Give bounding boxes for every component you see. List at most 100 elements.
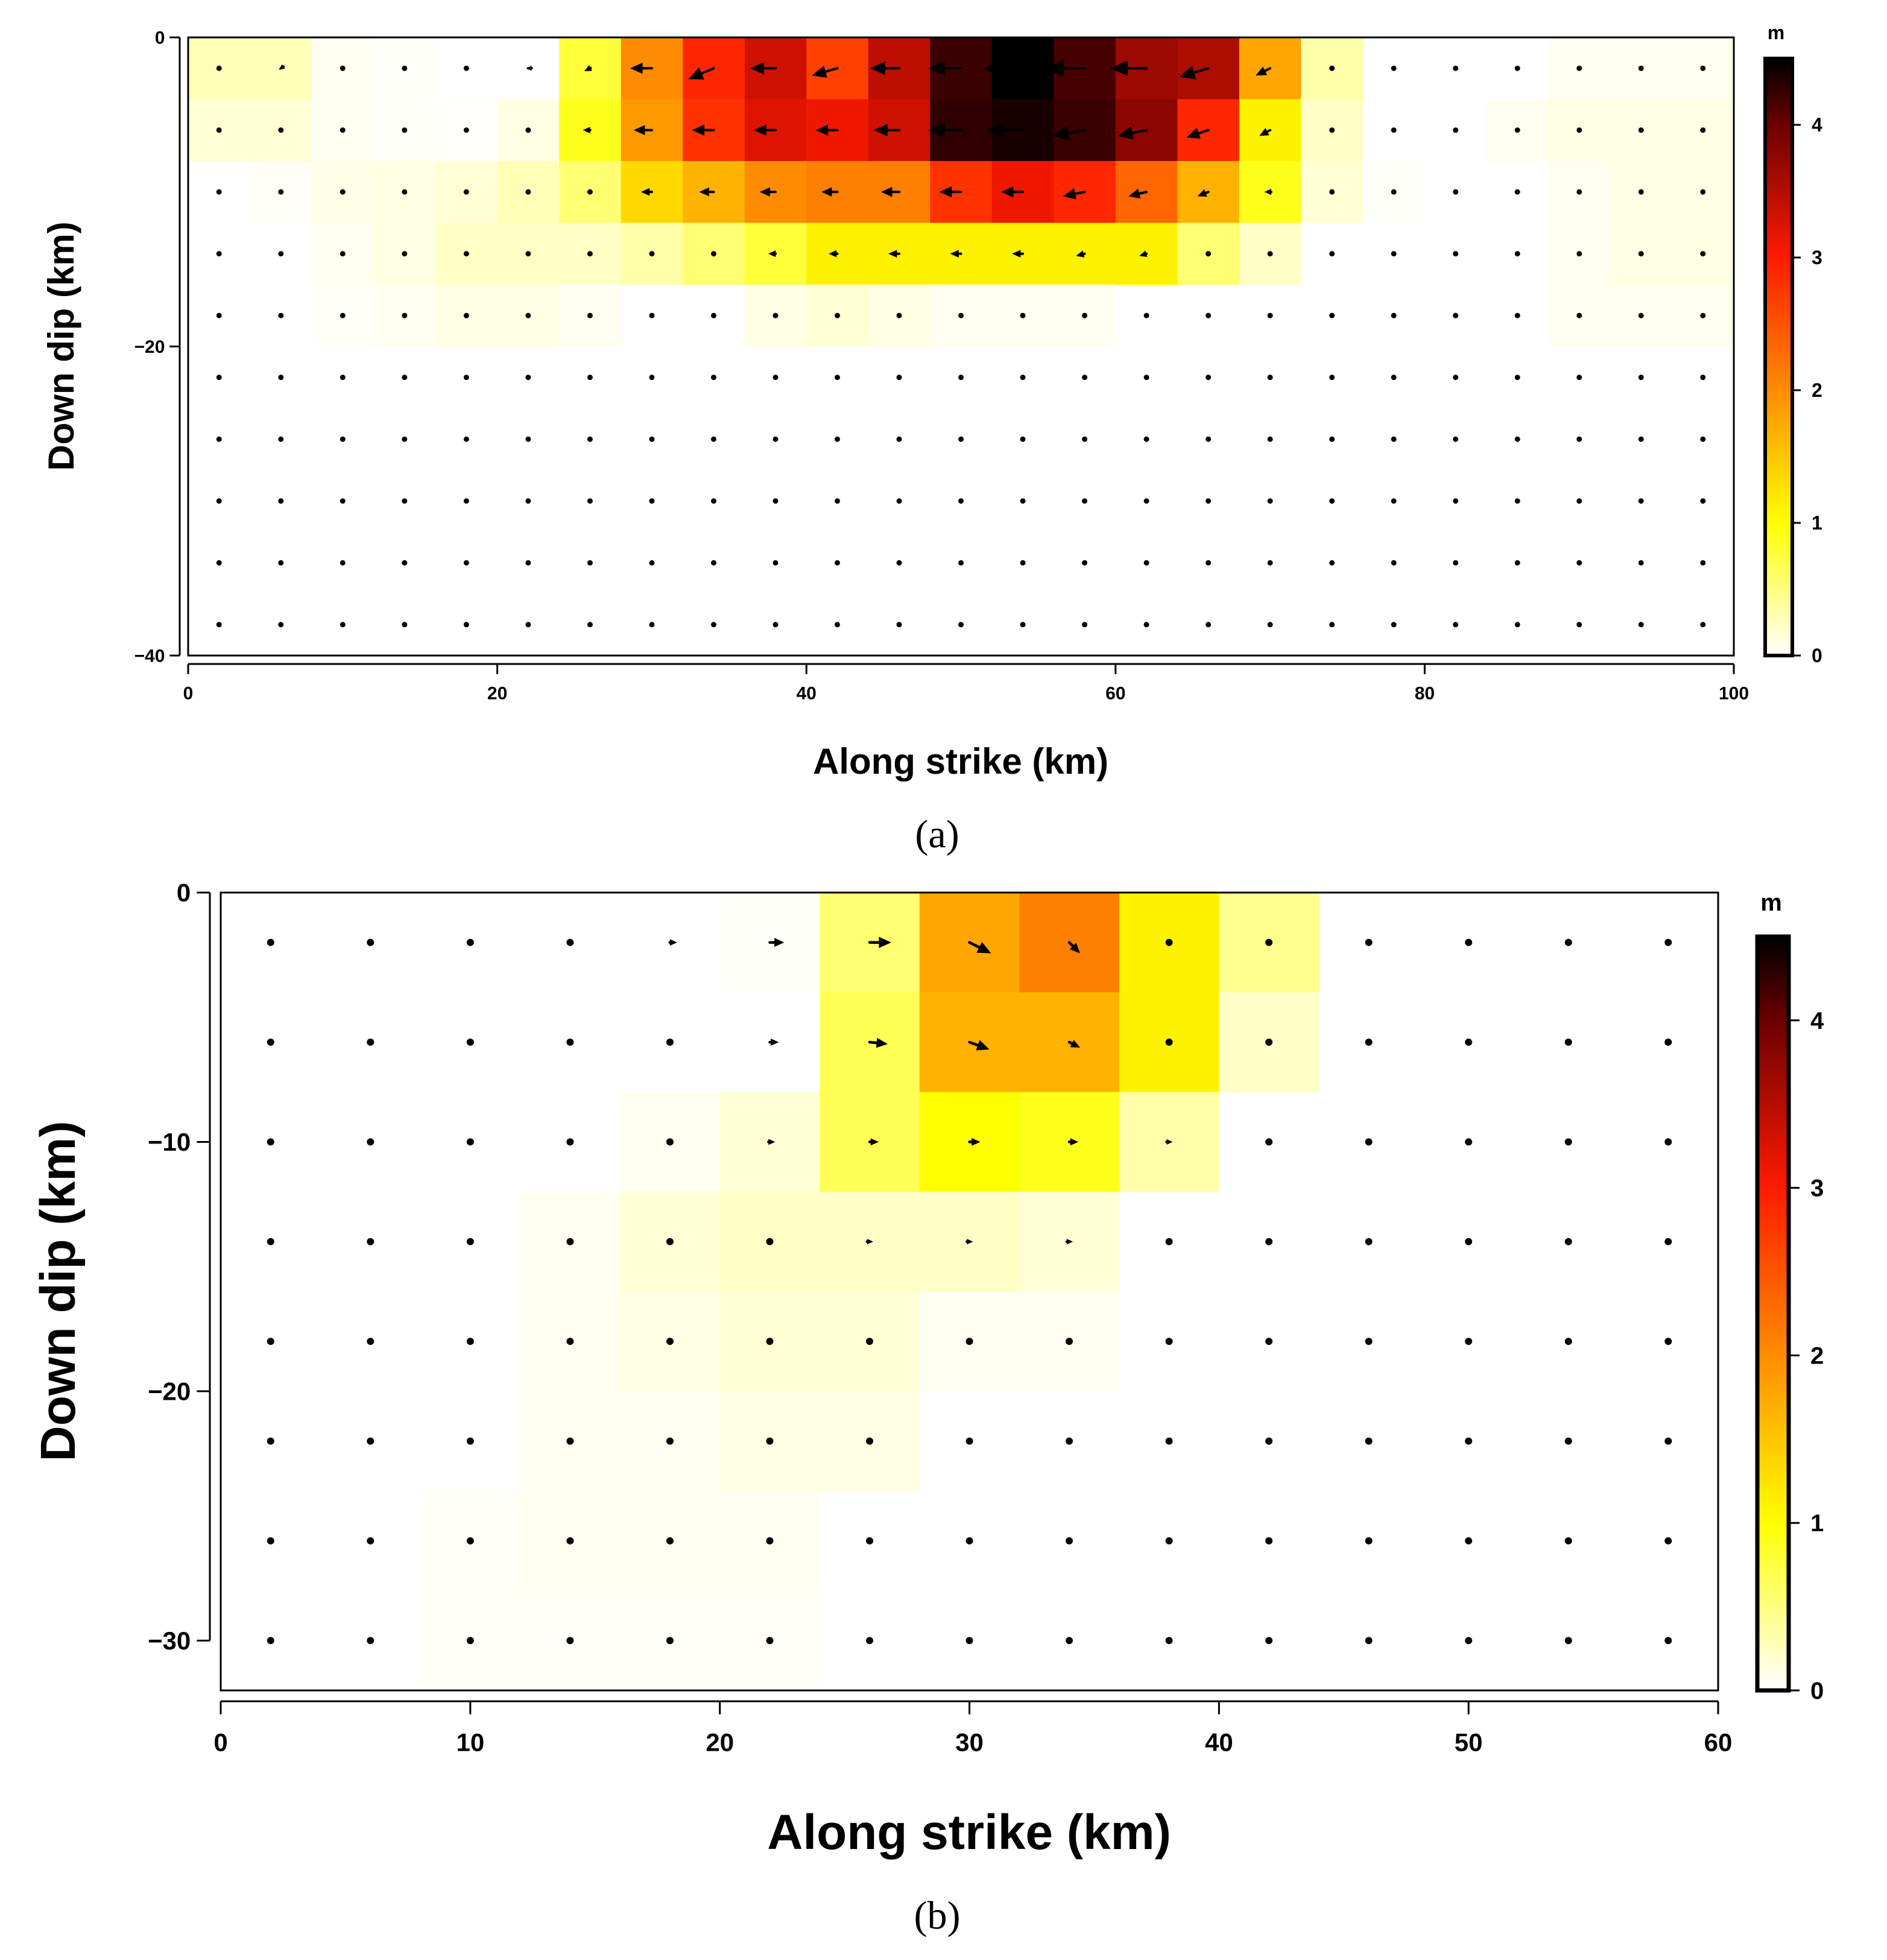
slip-vector-head [1110,60,1128,77]
grid-point [340,312,346,318]
grid-point [710,498,716,504]
grid-point [1391,127,1397,133]
grid-point [896,436,902,442]
grid-point [1329,251,1335,257]
grid-point [1329,498,1335,504]
slip-vector-shaft [968,1040,979,1047]
x-tick-label: 60 [1704,1728,1733,1757]
grid-point [1391,312,1397,318]
grid-point [666,1437,674,1445]
grid-point [1700,375,1706,381]
grid-point [1514,622,1520,628]
grid-point [1365,938,1373,946]
grid-point [1265,1537,1273,1544]
grid-point [1576,127,1582,133]
grid-point [1465,1238,1473,1245]
grid-point [773,436,779,442]
grid-point [1576,65,1582,71]
grid-point [340,436,346,442]
grid-point [566,1238,574,1245]
grid-point [1453,498,1459,504]
grid-point [466,1138,474,1146]
x-tick-label: 10 [456,1728,484,1757]
grid-point [1453,312,1459,318]
grid-point [1082,375,1088,381]
grid-point [587,622,593,628]
grid-point [466,938,474,946]
grid-point [1564,1338,1572,1345]
slip-vector-head [829,250,837,258]
grid-point [710,622,716,628]
grid-point [566,1038,574,1046]
grid-point [1576,498,1582,504]
grid-point [1391,65,1397,71]
grid-point [566,1338,574,1345]
grid-point [1265,1437,1273,1445]
grid-point [773,498,779,504]
grid-point [766,1437,774,1445]
grid-point [1206,251,1212,257]
grid-point [710,560,716,566]
grid-point [1329,436,1335,442]
slip-vector-head [950,250,959,258]
grid-point [1206,560,1212,566]
colorbar-tick-label: 0 [1810,1678,1824,1704]
grid-point [1576,189,1582,195]
grid-point [216,127,222,133]
slip-vector-head [630,62,643,74]
grid-point [1329,375,1335,381]
grid-point [649,251,655,257]
x-tick-label: 100 [1719,684,1749,704]
grid-point [710,436,716,442]
colorbar-tick-label: 0 [1812,645,1822,666]
slip-vector-shaft [868,1040,878,1045]
grid-point [1514,312,1520,318]
grid-point [1165,1338,1173,1345]
slip-vector-shaft [824,67,839,73]
panel-a-caption: (a) [915,812,959,856]
grid-point [865,1338,873,1345]
grid-point [1664,1537,1672,1544]
grid-point [1664,1238,1672,1245]
grid-point [1391,436,1397,442]
grid-point [340,65,346,71]
slip-vector-head [880,186,893,197]
grid-point [710,312,716,318]
panel-b-colorbar-unit: m [1760,890,1782,916]
grid-point [1165,1437,1173,1445]
slip-vector-head [640,188,650,196]
grid-point [1082,498,1088,504]
grid-point [267,1138,274,1146]
y-tick-label: −20 [134,337,165,357]
grid-point [463,375,469,381]
grid-point [1206,375,1212,381]
slip-vector-head [1070,1138,1079,1146]
slip-vector-head [771,1038,779,1046]
slip-vector-head [583,127,590,134]
grid-point [587,436,593,442]
slip-vector-shaft [1067,1040,1073,1045]
grid-point [340,189,346,195]
grid-point [834,498,840,504]
grid-point [1514,65,1520,71]
slip-vector-head [939,186,952,198]
grid-point [402,436,408,442]
grid-point [340,622,346,628]
grid-point [367,1138,375,1146]
grid-point [1638,65,1644,71]
slip-vector-head [1264,189,1271,195]
grid-point [773,622,779,628]
slip-vector-head [815,124,829,136]
grid-point [216,189,222,195]
slip-vector-head [1166,1139,1173,1145]
grid-point [896,375,902,381]
grid-point [463,312,469,318]
slip-vector-head [1139,250,1148,258]
slip-vector-shaft [1266,128,1272,133]
grid-point [525,498,531,504]
x-tick-label: 40 [1205,1728,1233,1757]
grid-point [966,1537,973,1544]
grid-point [463,622,469,628]
